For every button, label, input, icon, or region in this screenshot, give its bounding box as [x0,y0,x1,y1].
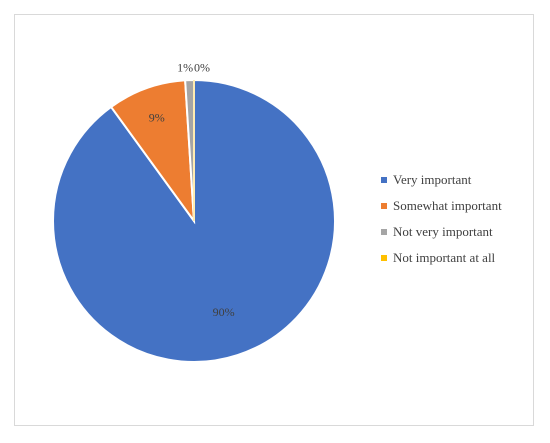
legend-label-somewhat-important: Somewhat important [393,198,502,213]
legend-swatch-very-important [381,177,387,183]
data-label-very-important: 90% [213,305,235,319]
legend-swatch-somewhat-important [381,203,387,209]
data-label-not-very-important: 1% [177,60,193,74]
legend: Very important Somewhat important Not very… [381,172,502,265]
data-label-somewhat-important: 9% [149,111,165,125]
pie-slices [52,78,336,363]
legend-swatch-not-important-at-all [381,255,387,261]
legend-label-not-important-at-all: Not important at all [393,250,496,265]
legend-swatch-not-very-important [381,229,387,235]
legend-label-very-important: Very important [393,172,472,187]
data-label-not-important-at-all: 0% [194,60,210,74]
pie-slice-somewhat-important [109,79,196,225]
legend-label-not-very-important: Not very important [393,224,493,239]
pie-data-labels: 90% 9% 1% 0% [149,60,235,319]
